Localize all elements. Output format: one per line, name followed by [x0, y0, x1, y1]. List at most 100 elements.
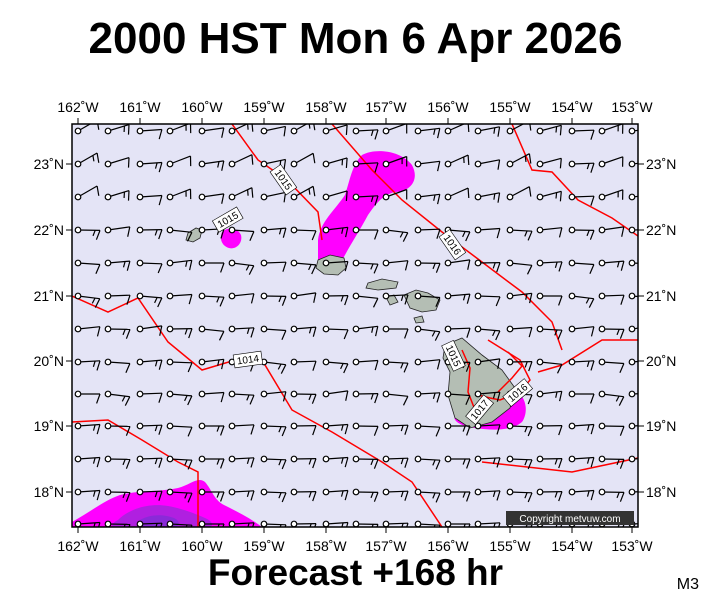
wind-barb [352, 259, 379, 274]
lat-label-left: 19˚N [34, 418, 64, 434]
wind-barb [382, 155, 408, 168]
wind-barb [104, 292, 131, 305]
wind-barb [104, 390, 131, 406]
island-kauai [185, 227, 203, 243]
top-longitude-labels: 162˚W 161˚W 160˚W 159˚W 158˚W 157˚W 156˚… [57, 99, 653, 115]
wind-barb [166, 259, 193, 271]
wind-barb [260, 390, 287, 402]
wind-barb [228, 226, 255, 241]
wind-barb [598, 358, 625, 373]
wind-barb [322, 124, 348, 135]
wind-barb [136, 226, 163, 240]
wind-barb [74, 152, 100, 168]
isobar-1016-bigisland [497, 351, 524, 393]
wind-barb [414, 292, 441, 307]
wind-barb [228, 292, 255, 304]
wind-barb [104, 325, 131, 339]
wind-barb [74, 325, 101, 337]
wind-barb [568, 488, 595, 501]
wind-barb [290, 124, 316, 135]
wind-barb [290, 488, 317, 502]
wind-barb [474, 126, 501, 137]
wind-barb [260, 455, 287, 470]
wind-barb [198, 390, 225, 403]
left-latitude-labels: 23˚N 22˚N 21˚N 20˚N 19˚N 18˚N [34, 156, 64, 500]
wind-barb [74, 292, 101, 308]
wind-barb [260, 259, 287, 272]
wind-barb [568, 455, 595, 468]
lon-label-top: 156˚W [427, 99, 469, 115]
lon-label-bottom: 157˚W [365, 538, 407, 554]
wind-barb [506, 153, 532, 168]
wind-barb [474, 455, 501, 468]
wind-barb [198, 160, 225, 171]
wind-barb [506, 358, 533, 372]
wind-barb [414, 127, 441, 139]
wind-barb [228, 187, 254, 201]
wind-barb [414, 422, 441, 437]
wind-barb [166, 292, 193, 305]
wind-barb [414, 390, 441, 403]
wind-barb [290, 422, 317, 436]
wind-barb [74, 422, 101, 435]
wind-barb [166, 390, 193, 406]
wind-barb [598, 390, 625, 406]
lat-label-right: 21˚N [646, 288, 676, 304]
wind-barb [260, 191, 287, 203]
wind-barb [166, 325, 193, 339]
wind-barb [506, 226, 533, 241]
rain-area-north [318, 151, 415, 268]
wind-barb [352, 422, 379, 436]
wind-barb [166, 188, 192, 201]
wind-barb [474, 422, 501, 435]
wind-barb [414, 160, 441, 172]
wind-barb [136, 488, 163, 501]
wind-barb [260, 488, 287, 503]
isobar-south [72, 419, 199, 527]
wind-barb [166, 455, 193, 470]
map-title: 2000 HST Mon 6 Apr 2026 [88, 14, 623, 63]
wind-barb [352, 193, 379, 206]
wind-barb [104, 488, 131, 502]
lon-label-bottom: 159˚W [243, 538, 285, 554]
wind-barb [598, 488, 625, 502]
wind-barb [506, 186, 532, 201]
wind-barb [598, 292, 625, 305]
wind-barb [568, 292, 595, 308]
wind-barb [444, 422, 471, 436]
wind-barb [506, 455, 533, 470]
wind-barb [414, 358, 441, 370]
wind-barb [506, 488, 533, 503]
wind-barb [506, 259, 533, 275]
wind-barb [382, 488, 409, 501]
wind-barb [506, 292, 533, 304]
wind-barb [444, 187, 470, 201]
wind-barb [568, 160, 595, 173]
wind-barb [536, 292, 563, 306]
wind-barb [104, 422, 131, 436]
lat-label-right: 23˚N [646, 156, 676, 172]
wind-barb [506, 422, 533, 437]
wind-barb [414, 325, 441, 341]
wind-barb [382, 325, 409, 339]
map-frame [71, 123, 639, 528]
wind-barb [322, 358, 349, 374]
wind-barb [290, 358, 317, 371]
copyright-text: Copyright metvuw.com [519, 514, 620, 525]
wind-barb [136, 358, 163, 370]
wind-barb [322, 226, 349, 238]
wind-barb [198, 488, 225, 502]
wind-barb [628, 127, 638, 135]
wind-barb [598, 259, 625, 271]
wind-barb [228, 124, 254, 135]
wind-barb [382, 188, 408, 201]
lon-label-bottom: 153˚W [611, 538, 653, 554]
axis-ticks [66, 118, 644, 533]
wind-barb [322, 455, 349, 468]
wind-barb [568, 226, 595, 240]
wind-barb [166, 422, 193, 437]
wind-barb [628, 325, 638, 333]
isobar-east-2 [537, 339, 638, 373]
wind-barb [74, 455, 101, 468]
copyright-box [506, 511, 634, 525]
